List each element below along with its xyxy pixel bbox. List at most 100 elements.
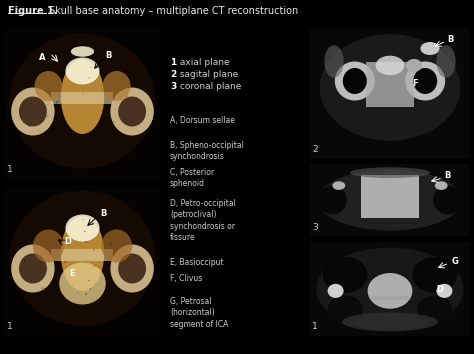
Ellipse shape (46, 40, 47, 41)
Ellipse shape (93, 249, 95, 251)
Ellipse shape (23, 149, 26, 150)
Ellipse shape (130, 205, 132, 206)
Text: 2: 2 (312, 145, 318, 154)
Ellipse shape (435, 181, 447, 190)
Ellipse shape (118, 97, 146, 126)
Ellipse shape (77, 292, 79, 293)
Ellipse shape (120, 223, 121, 224)
Ellipse shape (25, 121, 27, 122)
Ellipse shape (47, 104, 48, 105)
Ellipse shape (39, 165, 41, 166)
Text: 3: 3 (312, 223, 318, 232)
Text: 3: 3 (170, 82, 176, 91)
Ellipse shape (106, 68, 107, 69)
Ellipse shape (46, 115, 48, 117)
Bar (52, 92, 113, 104)
Ellipse shape (55, 158, 56, 159)
Ellipse shape (108, 294, 110, 296)
Ellipse shape (437, 284, 452, 298)
Ellipse shape (66, 134, 68, 136)
Ellipse shape (81, 38, 82, 39)
Text: Skull base anatomy – multiplane CT reconstruction: Skull base anatomy – multiplane CT recon… (46, 6, 298, 16)
Ellipse shape (73, 154, 75, 156)
Ellipse shape (318, 185, 347, 215)
Ellipse shape (18, 91, 19, 92)
Ellipse shape (25, 218, 26, 219)
Ellipse shape (102, 147, 104, 149)
Ellipse shape (136, 85, 138, 87)
Ellipse shape (44, 75, 45, 76)
Text: 1: 1 (170, 58, 176, 67)
Ellipse shape (118, 253, 146, 284)
Ellipse shape (16, 84, 17, 85)
Ellipse shape (27, 272, 28, 273)
Ellipse shape (420, 42, 439, 55)
Ellipse shape (83, 219, 84, 220)
Ellipse shape (82, 93, 83, 94)
Ellipse shape (100, 323, 102, 324)
Ellipse shape (65, 215, 100, 241)
Bar (371, 296, 409, 300)
Text: E: E (69, 269, 75, 279)
Text: B: B (100, 210, 106, 218)
Ellipse shape (146, 225, 148, 227)
Ellipse shape (129, 128, 130, 129)
Ellipse shape (57, 70, 59, 72)
Ellipse shape (95, 265, 96, 266)
Bar (361, 175, 419, 218)
Ellipse shape (134, 136, 136, 137)
Ellipse shape (130, 82, 132, 84)
Ellipse shape (91, 67, 92, 68)
Ellipse shape (19, 97, 47, 126)
Ellipse shape (120, 44, 122, 46)
Text: D: D (437, 285, 444, 293)
Ellipse shape (35, 71, 63, 101)
Ellipse shape (323, 257, 368, 293)
Ellipse shape (72, 131, 74, 133)
Ellipse shape (343, 68, 367, 94)
Ellipse shape (375, 56, 404, 75)
Ellipse shape (110, 243, 112, 245)
Ellipse shape (84, 91, 85, 92)
Ellipse shape (27, 140, 29, 141)
Ellipse shape (342, 313, 438, 331)
Text: B: B (444, 171, 450, 181)
Ellipse shape (105, 326, 107, 327)
Ellipse shape (53, 321, 55, 323)
Ellipse shape (57, 101, 59, 102)
Ellipse shape (37, 130, 39, 131)
Ellipse shape (412, 257, 457, 293)
Ellipse shape (28, 125, 31, 127)
Ellipse shape (130, 269, 132, 270)
Ellipse shape (88, 145, 90, 148)
Ellipse shape (62, 39, 64, 41)
Ellipse shape (13, 61, 15, 62)
Ellipse shape (88, 78, 90, 79)
Ellipse shape (113, 121, 115, 122)
Ellipse shape (62, 155, 64, 157)
Ellipse shape (417, 296, 452, 324)
Ellipse shape (141, 322, 142, 323)
Ellipse shape (143, 215, 145, 216)
Ellipse shape (150, 307, 151, 308)
Text: Figure 1.: Figure 1. (8, 6, 57, 16)
Ellipse shape (74, 204, 76, 206)
Ellipse shape (13, 224, 15, 225)
Ellipse shape (20, 54, 22, 55)
Ellipse shape (101, 229, 132, 263)
Text: B: B (447, 34, 453, 44)
Ellipse shape (413, 68, 437, 94)
Ellipse shape (114, 67, 115, 68)
Ellipse shape (68, 208, 70, 209)
Ellipse shape (324, 45, 344, 78)
Ellipse shape (64, 300, 66, 302)
Ellipse shape (62, 133, 64, 134)
Bar (310, 242, 470, 336)
Ellipse shape (16, 219, 18, 220)
Bar (5, 186, 160, 336)
Ellipse shape (128, 298, 129, 299)
Ellipse shape (437, 45, 456, 78)
Ellipse shape (104, 129, 106, 130)
Ellipse shape (335, 62, 375, 101)
Ellipse shape (41, 287, 44, 289)
